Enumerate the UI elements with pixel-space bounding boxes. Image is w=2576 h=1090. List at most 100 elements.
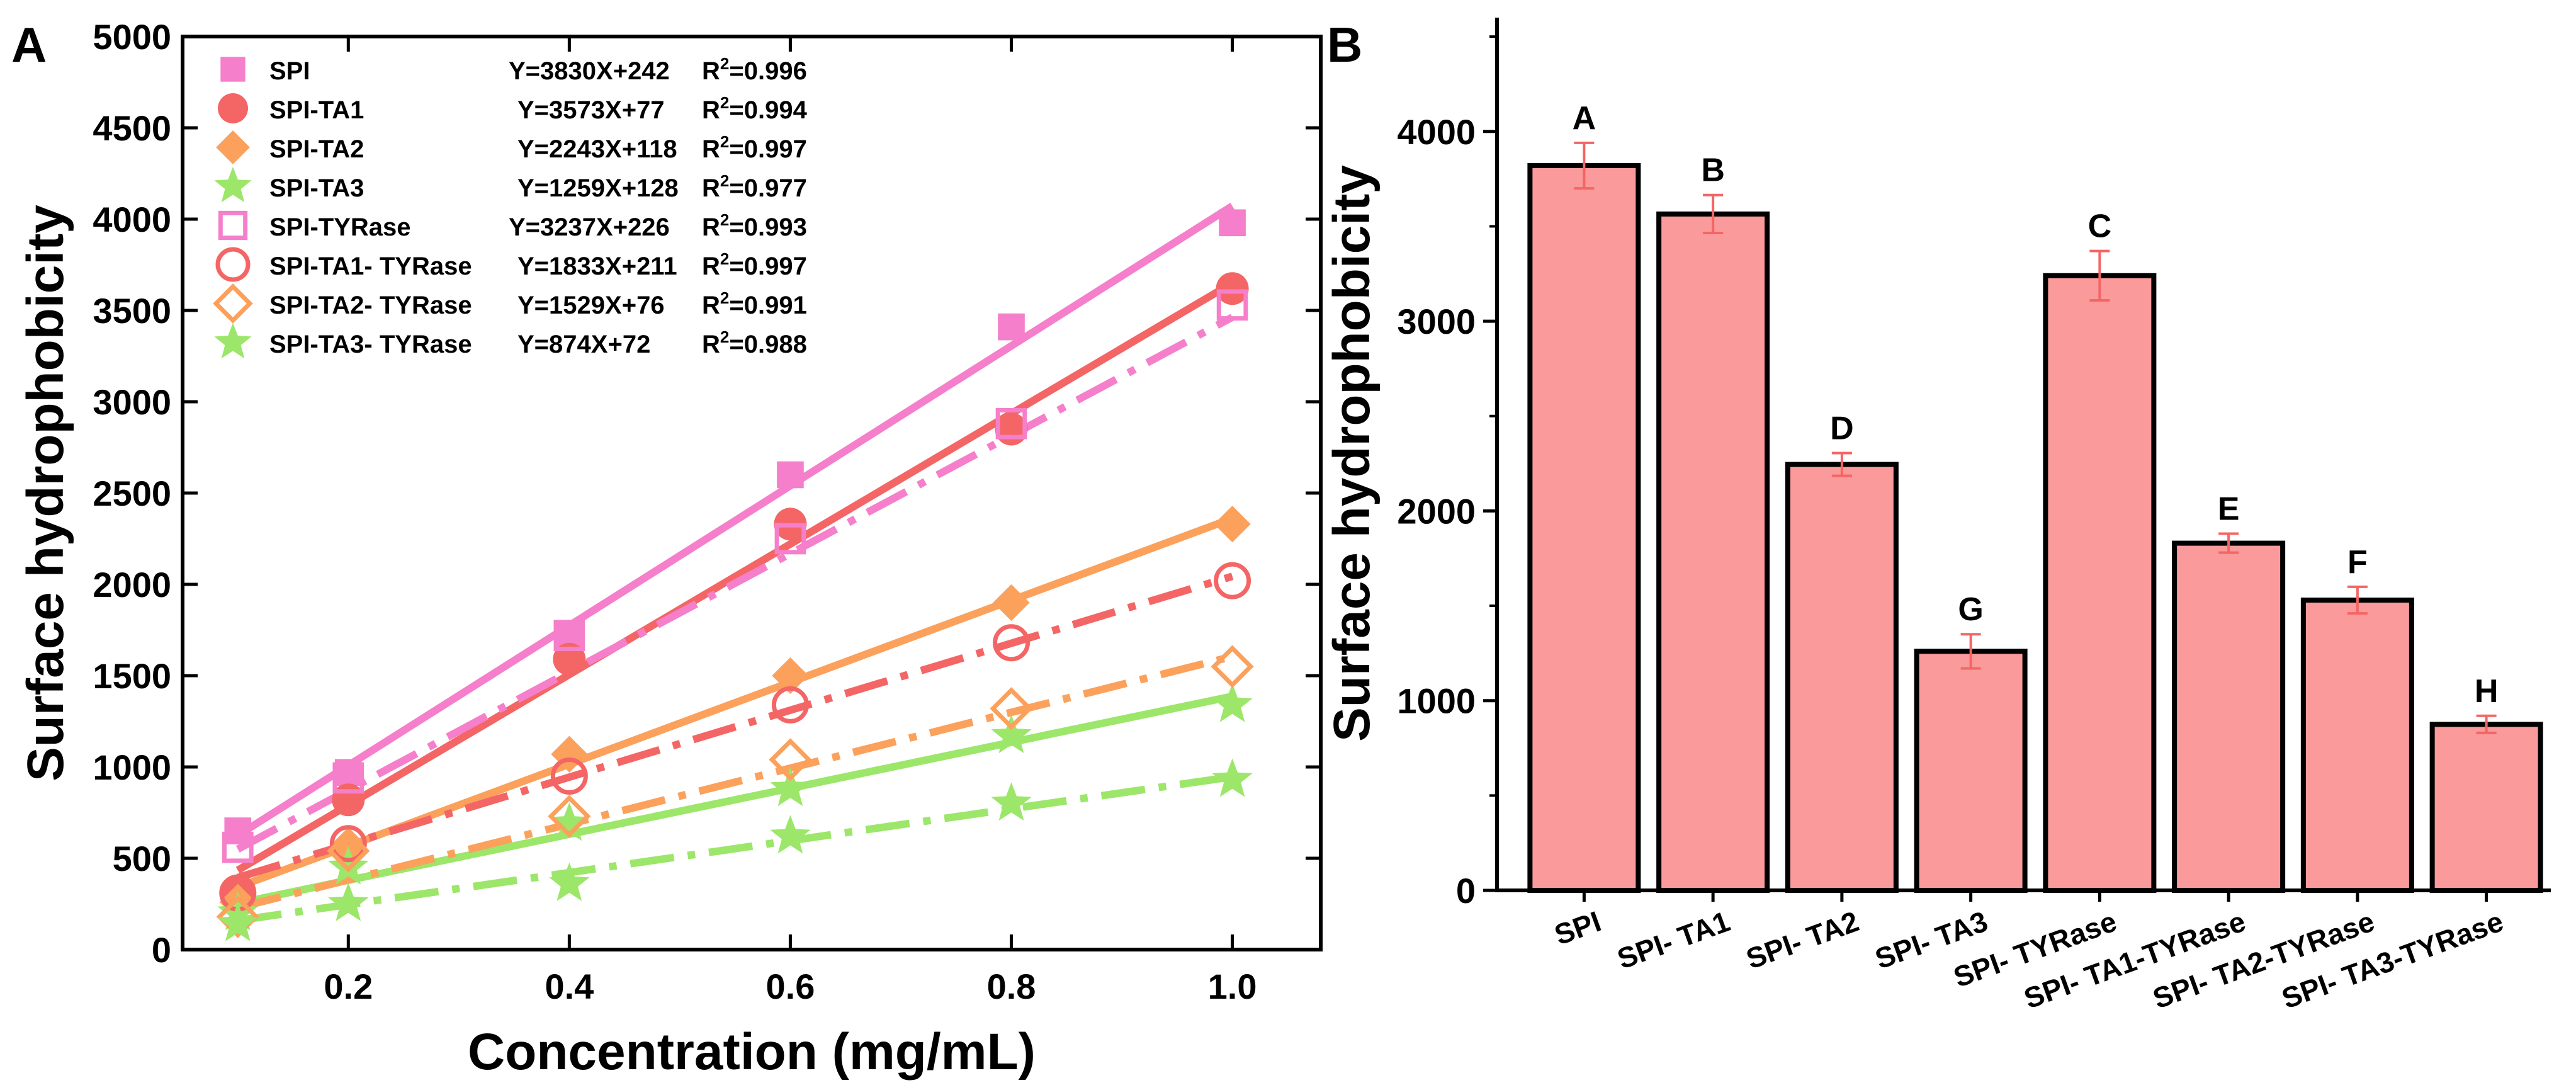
r-squared-symbol: R [702,174,720,202]
panel-b-label: B [1327,17,1362,72]
fit-line-0 [235,203,1234,839]
r-squared-value: =0.988 [729,331,806,358]
legend-marker [214,322,252,359]
y-tick-label: 3500 [93,291,171,331]
bar [2043,273,2157,893]
legend-series-name: SPI-TYRase [269,213,411,241]
r-squared-symbol: R [702,213,720,241]
legend-equation: Y=3830X+242 [509,57,670,85]
panel-a-fit-lines [235,203,1234,924]
x-tick-label: 0.6 [766,967,815,1006]
data-point [777,461,804,489]
panel-a-label: A [11,17,47,72]
data-point [1219,209,1246,237]
panel-a-y-axis-label: Surface hydrophobicity [17,205,74,781]
data-point [332,762,364,794]
data-point [329,825,367,863]
fit-line-4 [235,314,1234,853]
data-point [991,782,1032,821]
y-tick-label: 3000 [93,382,171,422]
legend-marker [218,93,248,123]
legend-series-name: SPI-TA3- TYRase [269,331,472,358]
legend-r-squared: R2=0.997 [702,132,807,163]
y-tick-label: 4000 [93,200,171,239]
y-tick-label: 2000 [1397,491,1476,531]
data-point [1214,506,1251,543]
fit-line-5 [237,572,1234,882]
significance-letter: H [2475,673,2499,710]
panel-a-x-axis-label: Concentration (mg/mL) [468,1023,1036,1081]
y-tick-label: 0 [152,930,171,970]
y-tick-label: 2000 [93,565,171,605]
legend-equation: Y=874X+72 [517,331,650,358]
data-point [327,829,370,873]
x-tick-label: 1.0 [1208,967,1257,1006]
fit-line-7 [237,773,1233,924]
r-squared-symbol: R [702,96,720,124]
r-squared-superscript: 2 [720,249,729,268]
r-squared-symbol: R [702,331,720,358]
significance-letter: B [1701,152,1725,189]
data-point [771,686,809,724]
data-point [548,795,591,838]
significance-letter: G [1958,591,1983,628]
bar [2429,722,2543,893]
legend-r-squared: R2=0.977 [702,171,807,202]
data-point [330,827,367,864]
r-squared-symbol: R [702,253,720,280]
legend-marker [214,166,252,203]
y-tick-label: 500 [113,839,171,878]
y-tick-label: 3000 [1397,302,1476,341]
legend-marker [216,130,250,164]
r-squared-superscript: 2 [720,132,729,151]
data-point [222,831,254,863]
y-tick-label: 1000 [1397,681,1476,721]
r-squared-value: =0.997 [729,253,806,280]
data-point [217,902,258,941]
data-point [216,895,259,938]
legend-series-name: SPI-TA1 [269,96,364,124]
fit-line-6 [237,652,1234,912]
r-squared-value: =0.997 [729,135,806,163]
legend-series-name: SPI-TA2- TYRase [269,292,472,319]
significance-letter: C [2088,208,2112,245]
significance-letter: A [1573,100,1596,137]
legend-equation: Y=3237X+226 [509,213,670,241]
legend-marker [213,283,253,324]
data-point [1212,758,1253,797]
r-squared-value: =0.993 [729,213,806,241]
panel-b: B 0 1000 2000 3000 4000 A SPI B SPI- TA1 D SPI- T… [1323,17,2551,1015]
panel-a: A 0 500 1000 1500 2000 2500 3000 3500 4000 4500 50… [11,17,1323,1081]
panel-a-ticks: 0 500 1000 1500 2000 2500 3000 3500 4000 4500 5000… [93,17,1321,1006]
data-point [772,657,809,695]
legend-equation: Y=3573X+77 [517,96,665,124]
r-squared-value: =0.977 [729,174,806,202]
fit-line-1 [235,280,1234,874]
legend-r-squared: R2=0.991 [702,288,807,319]
legend-r-squared: R2=0.988 [702,327,807,358]
panel-a-data-points [216,209,1254,941]
y-tick-label: 1500 [93,656,171,696]
x-tick-label: 0.2 [324,967,373,1006]
significance-letter: E [2218,491,2240,528]
x-tick-label: 0.8 [987,967,1036,1006]
data-point [993,584,1030,622]
legend-r-squared: R2=0.994 [702,93,808,124]
y-tick-label: 4500 [93,108,171,148]
legend-series-name: SPI [269,57,310,85]
y-tick-label: 2500 [93,474,171,513]
significance-letter: F [2347,544,2368,581]
y-tick-label: 0 [1456,871,1476,911]
panel-b-y-axis-label: Surface hydrophobicity [1323,165,1381,742]
r-squared-symbol: R [702,135,720,163]
legend-marker [215,247,251,282]
bar [1914,649,2028,894]
data-point [1212,683,1253,722]
data-point [769,738,812,781]
data-point [998,313,1025,341]
data-point [328,846,369,885]
data-point [550,758,588,795]
bar [1656,211,1770,894]
data-point [1211,645,1254,688]
